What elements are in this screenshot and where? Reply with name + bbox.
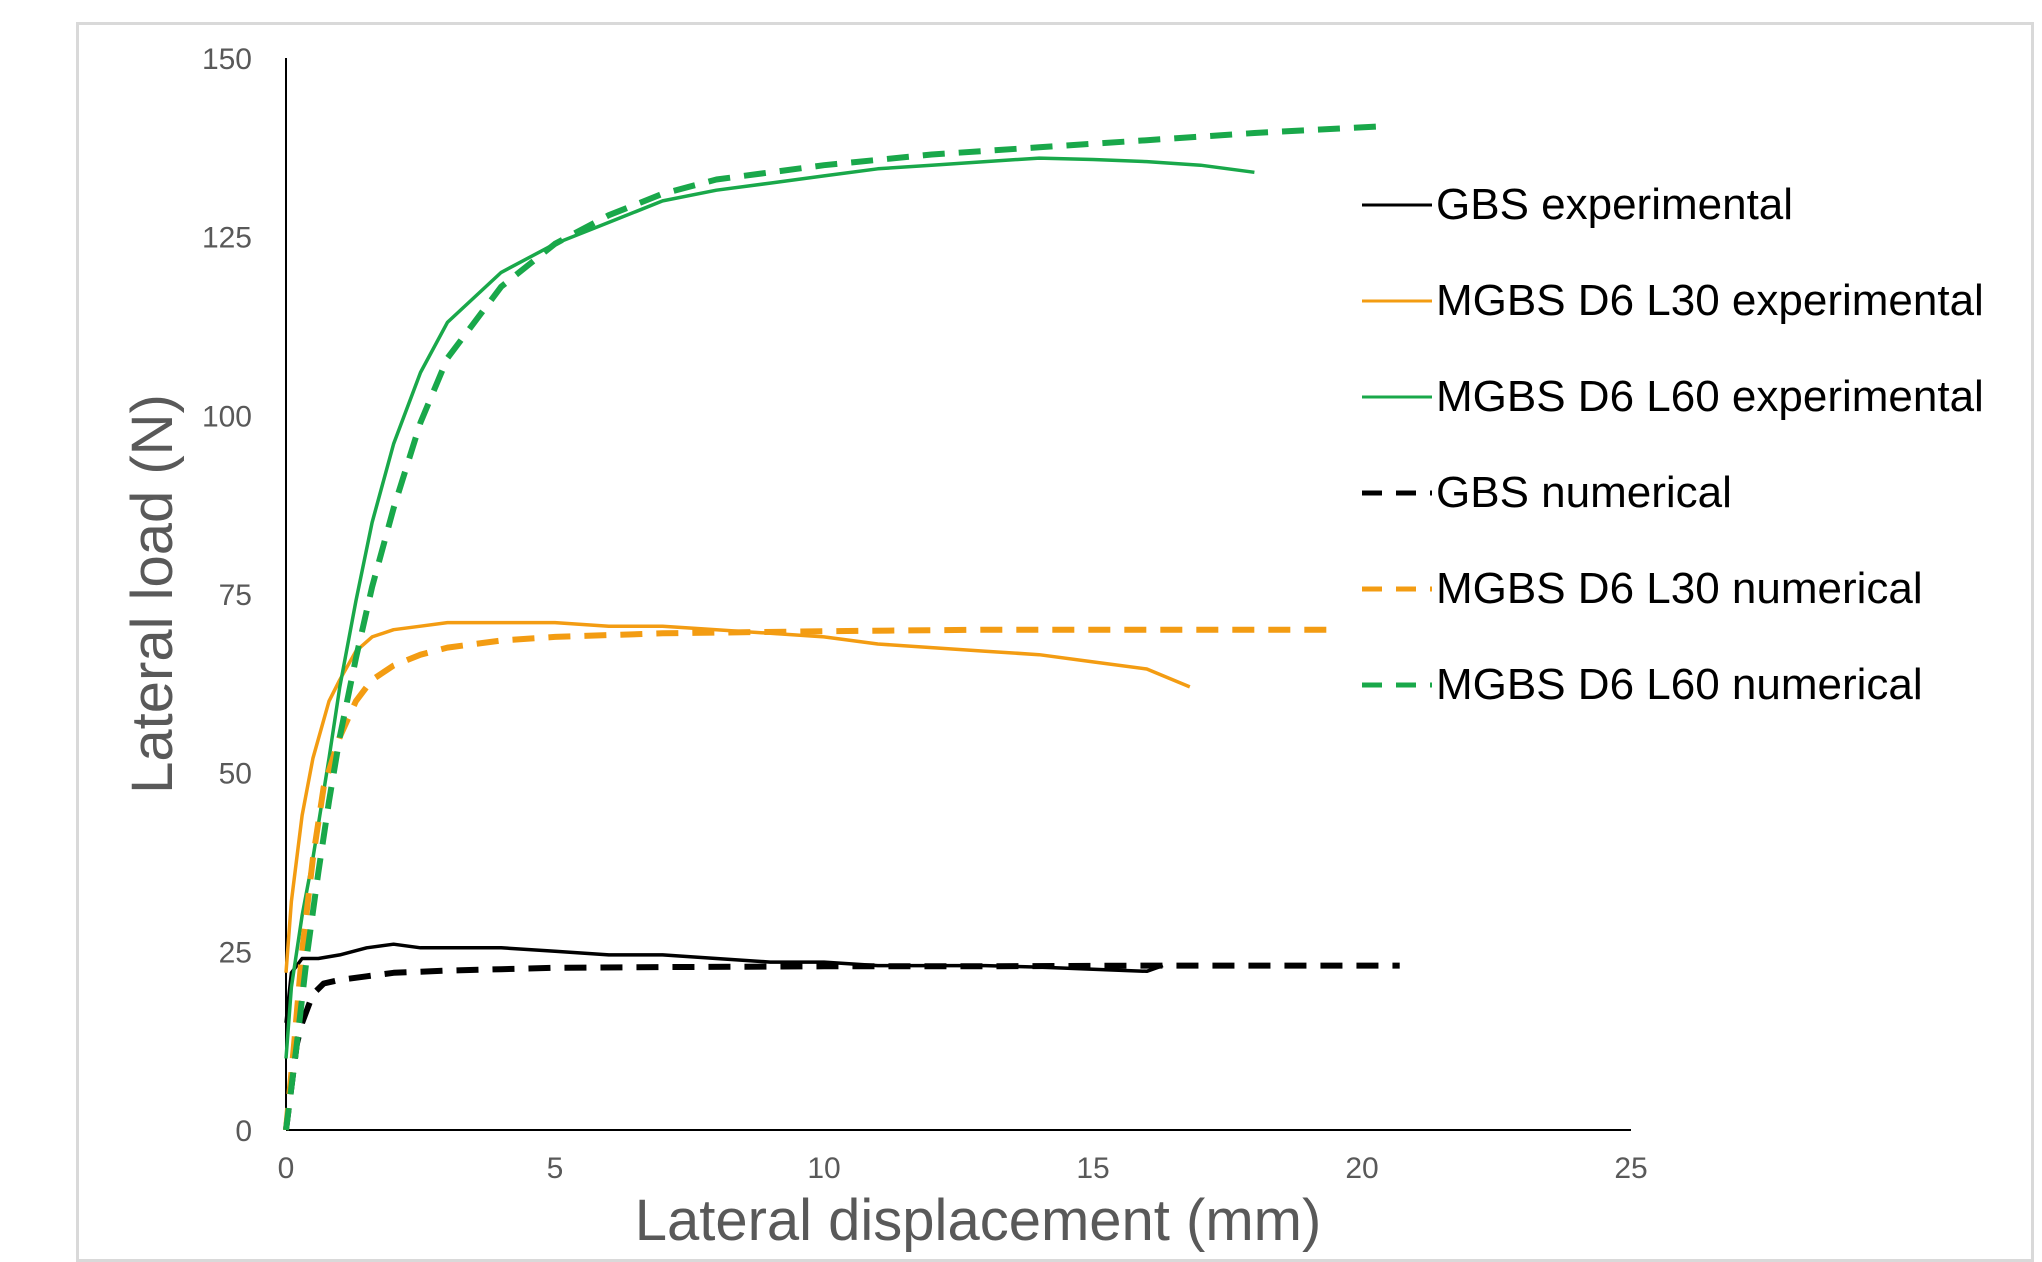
x-tick-label: 25 [1614,1152,1647,1185]
y-tick-label: 0 [235,1115,252,1148]
x-tick-label: 10 [807,1152,840,1185]
series-line-4 [283,962,1400,1131]
series-line-1 [284,942,1164,1023]
series-line-5 [283,626,1336,1131]
legend-label: GBS numerical [1436,468,1732,517]
y-tick-label: 125 [202,222,252,255]
y-tick-label: 150 [202,43,252,76]
y-tick-label: 25 [219,936,252,969]
legend-label: MGBS D6 L30 experimental [1436,276,1984,325]
x-tick-label: 15 [1076,1152,1109,1185]
legend-label: MGBS D6 L60 numerical [1436,660,1923,709]
legend: GBS experimental MGBS D6 L30 experimental… [1362,180,1984,709]
series-line-3 [284,156,1255,1059]
series-line-2 [284,620,1191,973]
x-tick-label: 20 [1345,1152,1378,1185]
y-tick-label: 50 [219,758,252,791]
series-layer [283,122,1400,1131]
x-axis-title: Lateral displacement (mm) [635,1188,1322,1253]
legend-label: MGBS D6 L30 numerical [1436,564,1923,613]
y-tick-label: 75 [219,579,252,612]
y-tick-label: 100 [202,400,252,433]
x-tick-label: 5 [547,1152,564,1185]
legend-label: GBS experimental [1436,180,1793,229]
series-line-6 [283,122,1390,1131]
y-axis-title: Lateral load (N) [120,394,185,794]
legend-label: MGBS D6 L60 experimental [1436,372,1984,421]
axes: 0 5 10 15 20 25 0 25 50 75 100 125 150 [202,43,1648,1185]
chart-frame [76,22,2034,1262]
x-tick-label: 0 [278,1152,295,1185]
